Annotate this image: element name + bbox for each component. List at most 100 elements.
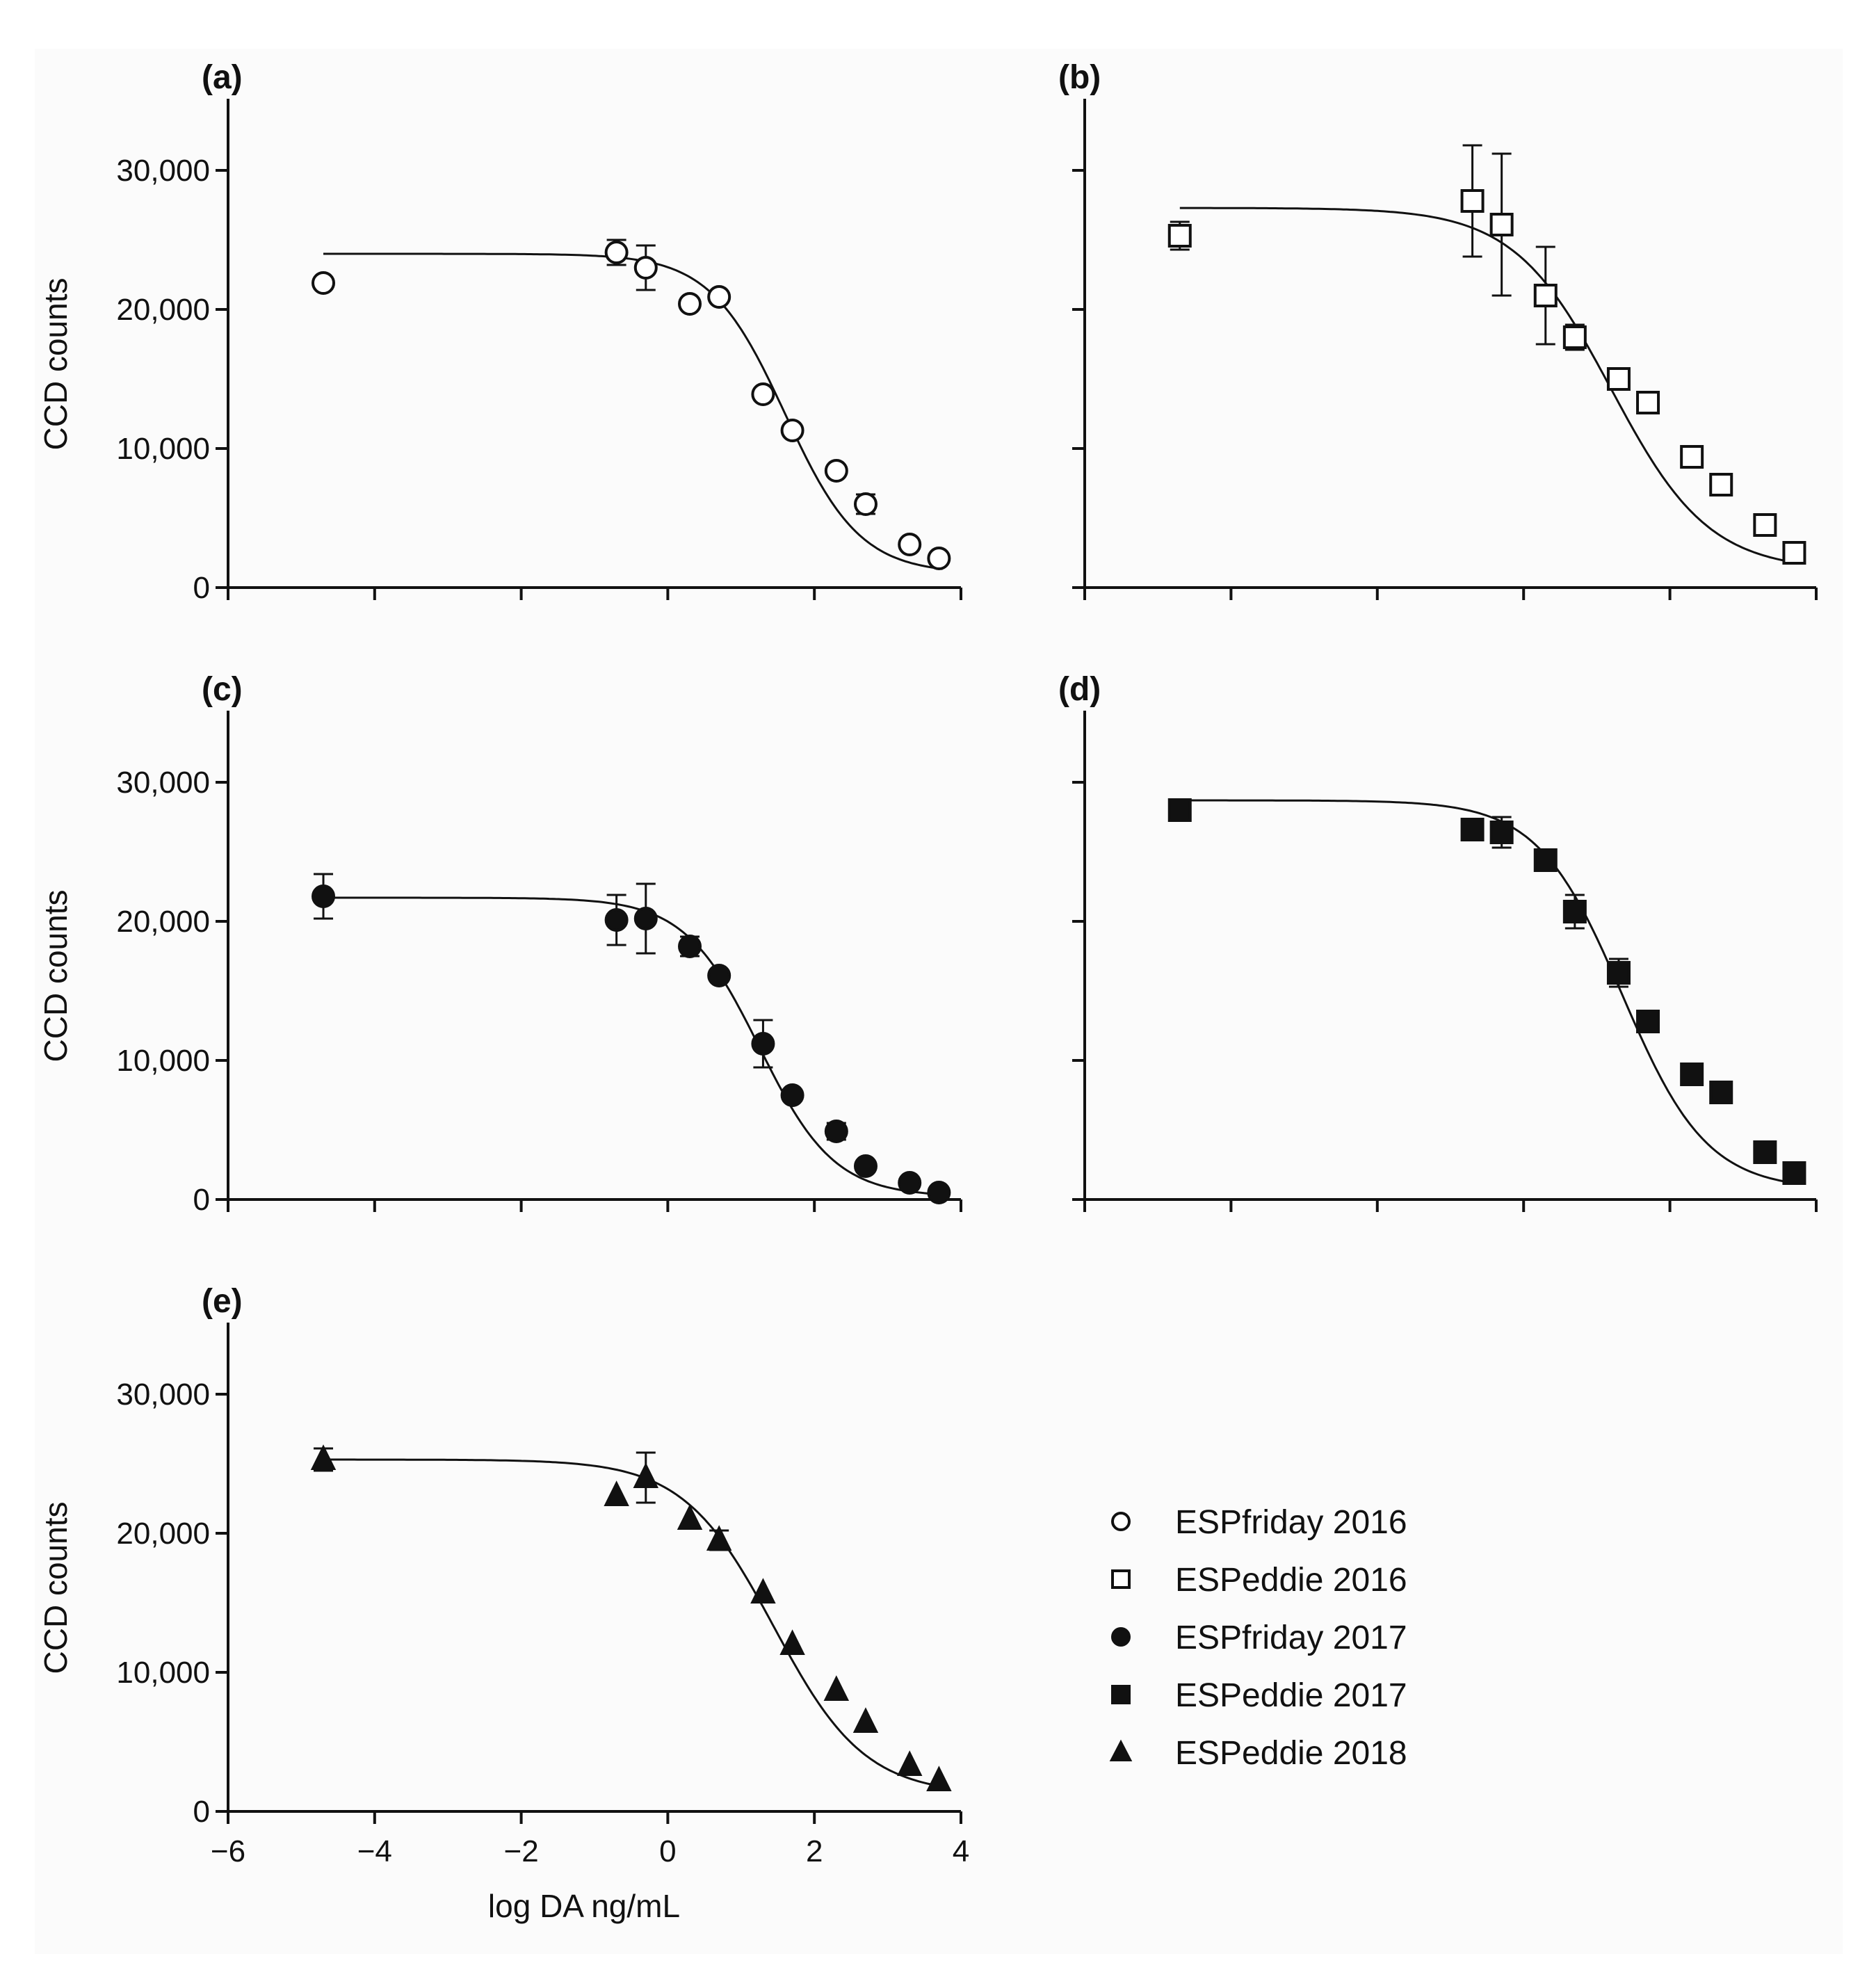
panel-b-point-1: [1167, 224, 1192, 248]
legend-label-4: ESPeddie 2017: [1175, 1677, 1407, 1714]
panel-e-point-4: [677, 1504, 703, 1530]
legend-label-5: ESPeddie 2018: [1175, 1735, 1407, 1772]
panel-c-y-tick-label: 30,000: [116, 766, 210, 800]
panel-a-point-5: [707, 285, 731, 309]
panel-c-point-10: [898, 1171, 922, 1195]
panel-c-point-7: [780, 1083, 804, 1107]
panel-d-point-2: [1460, 818, 1485, 841]
panel-d-point-9: [1709, 1081, 1733, 1104]
panel-b-point-2: [1460, 189, 1485, 213]
panel-e-point-6: [750, 1578, 776, 1603]
panel-e-point-3: [633, 1462, 659, 1488]
panel-b-point-9: [1709, 473, 1733, 496]
panel-e-x-axis-title: log DA ng/mL: [488, 1888, 680, 1924]
legend-label-2: ESPeddie 2016: [1175, 1562, 1407, 1599]
panel-a-point-3: [633, 256, 658, 280]
panel-a-fit-curve: [323, 252, 943, 570]
panel-c-y-tick-label: 20,000: [116, 905, 210, 939]
panel-c-point-8: [824, 1120, 848, 1143]
panel-c-point-2: [604, 908, 629, 932]
panel-d-point-5: [1562, 900, 1587, 923]
panel-e-point-2: [604, 1480, 629, 1506]
panel-e-point-8: [823, 1675, 850, 1701]
panel-b-point-11: [1782, 541, 1806, 565]
panel-c-point-11: [927, 1181, 951, 1204]
panel-a-y-tick-label: 0: [193, 571, 210, 605]
panel-b-point-3: [1489, 213, 1514, 236]
panel-a-point-10: [898, 533, 922, 556]
panel-c-point-3: [633, 907, 658, 930]
panel-e-label: (e): [202, 1283, 243, 1320]
panel-d-point-8: [1680, 1063, 1704, 1086]
panel-c-y-tick-label: 0: [193, 1183, 210, 1217]
panel-a-y-tick-label: 20,000: [116, 293, 210, 327]
panel-e-x-tick-label: −6: [211, 1834, 245, 1868]
figure-background: [35, 49, 1843, 1954]
legend-marker-square-filled: [1111, 1685, 1131, 1704]
panel-e-y-tick-label: 20,000: [116, 1517, 210, 1551]
panel-a-point-11: [927, 547, 951, 570]
panel-d-point-10: [1753, 1140, 1777, 1164]
panel-a-y-tick-label: 30,000: [116, 154, 210, 188]
legend-label-3: ESPfriday 2017: [1175, 1619, 1407, 1656]
panel-e-x-tick-label: 2: [806, 1834, 823, 1868]
panel-d-fit-curve: [1179, 799, 1798, 1185]
panel-c-y-axis-title: CCD counts: [38, 890, 74, 1063]
panel-e-point-7: [779, 1629, 805, 1655]
legend-marker-triangle-filled: [1109, 1739, 1133, 1761]
panel-e-y-tick-label: 0: [193, 1795, 210, 1829]
panel-a-point-1: [312, 271, 336, 295]
panel-b-point-7: [1636, 391, 1660, 414]
panel-b-fit-curve: [1179, 207, 1798, 565]
panel-a-label: (a): [202, 59, 243, 96]
panel-c-point-1: [312, 884, 336, 908]
panel-d-point-4: [1533, 848, 1558, 872]
panel-c-point-9: [853, 1154, 878, 1178]
panel-c-label: (c): [202, 671, 243, 708]
panel-b-point-10: [1753, 513, 1777, 537]
panel-a-point-9: [853, 492, 878, 516]
panel-d-label: (d): [1058, 671, 1101, 708]
panel-e-point-5: [706, 1525, 732, 1551]
panel-c-y-tick-label: 10,000: [116, 1044, 210, 1078]
panel-d-point-1: [1167, 798, 1192, 822]
panel-b-label: (b): [1058, 59, 1101, 96]
panel-e-point-9: [852, 1707, 879, 1733]
panel-c-point-4: [678, 935, 702, 958]
panel-d-point-11: [1782, 1161, 1806, 1185]
panel-e-x-tick-label: 4: [953, 1834, 969, 1868]
panel-b-point-6: [1606, 367, 1631, 391]
panel-a-y-axis-title: CCD counts: [38, 278, 74, 451]
panel-a-point-7: [780, 419, 804, 442]
panel-e-x-tick-label: −4: [357, 1834, 392, 1868]
panel-e-y-tick-label: 30,000: [116, 1378, 210, 1412]
panel-d-point-3: [1489, 821, 1514, 844]
panel-e-point-1: [310, 1444, 337, 1470]
legend-marker-circle-open: [1111, 1512, 1131, 1531]
panel-d-point-6: [1606, 961, 1631, 985]
panel-a-point-8: [824, 459, 848, 483]
panel-c-fit-curve: [323, 896, 943, 1196]
panel-b-point-8: [1680, 445, 1704, 469]
panel-e-fit-curve: [323, 1458, 943, 1788]
panel-c-point-6: [751, 1032, 775, 1056]
panel-d-point-7: [1636, 1010, 1660, 1033]
panel-e-point-11: [926, 1766, 952, 1791]
panel-e-point-10: [896, 1750, 923, 1776]
panel-b-point-4: [1533, 284, 1558, 307]
panel-b-point-5: [1562, 325, 1587, 349]
legend-marker-circle-filled: [1111, 1627, 1131, 1647]
panel-e-x-tick-label: −2: [504, 1834, 539, 1868]
panel-a-point-6: [751, 382, 775, 406]
legend-label-1: ESPfriday 2016: [1175, 1504, 1407, 1541]
panel-a-point-4: [678, 292, 702, 316]
panel-e-y-tick-label: 10,000: [116, 1656, 210, 1690]
panel-e-y-axis-title: CCD counts: [38, 1502, 74, 1674]
panel-c-point-5: [707, 964, 731, 987]
panel-a-point-2: [604, 241, 629, 264]
panel-a-y-tick-label: 10,000: [116, 432, 210, 466]
panel-e-x-tick-label: 0: [659, 1834, 676, 1868]
legend-marker-square-open: [1111, 1569, 1131, 1589]
